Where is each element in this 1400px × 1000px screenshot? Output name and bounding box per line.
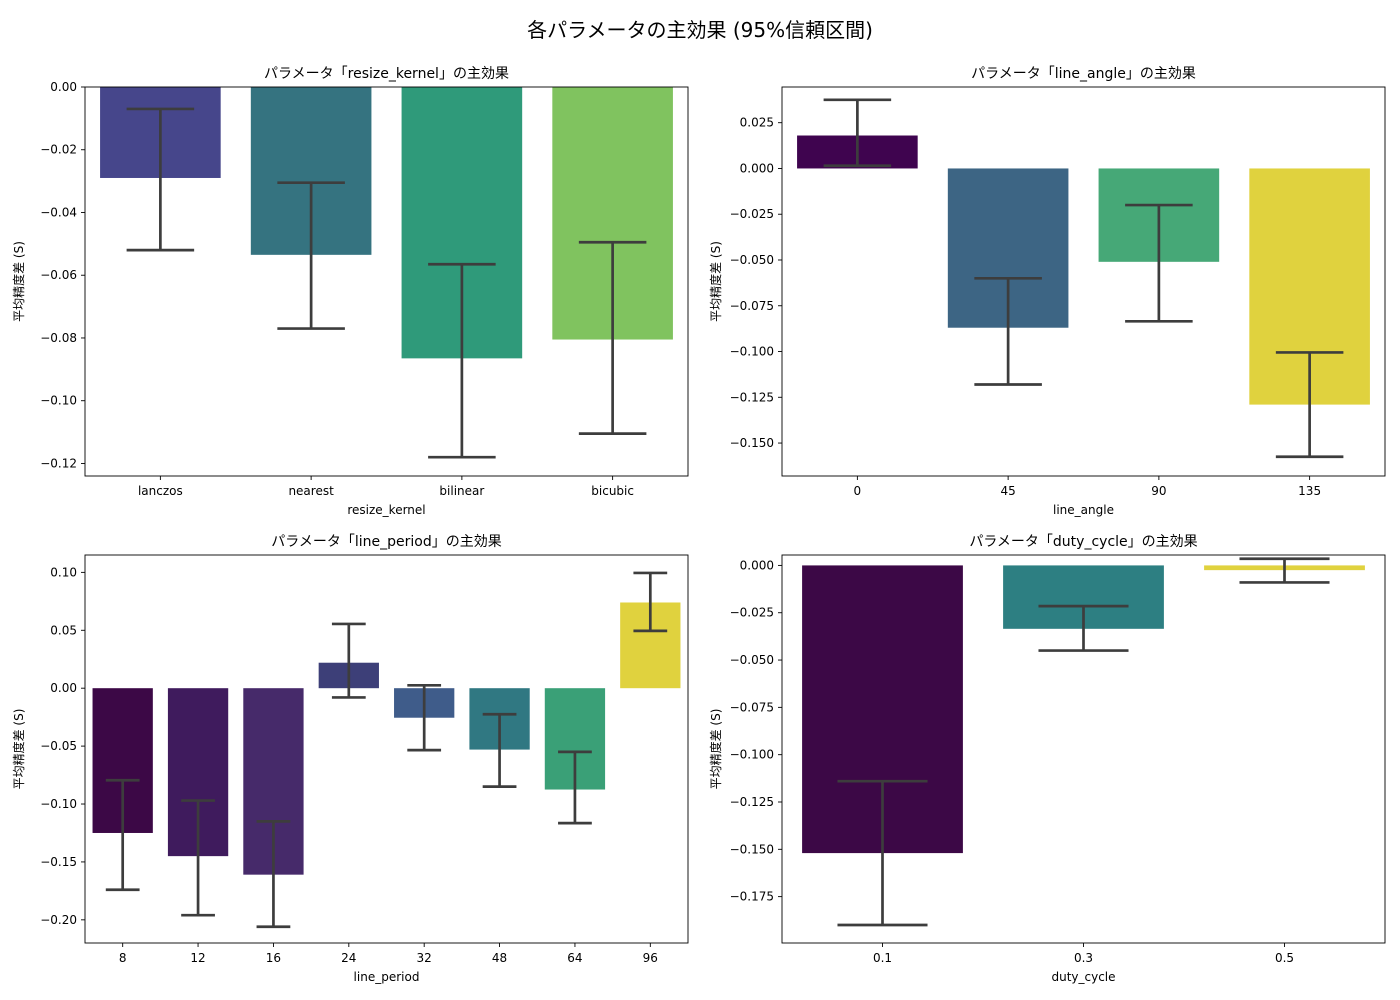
subplot-title: パラメータ「duty_cycle」の主効果 (969, 534, 1197, 550)
error-bar-24 (331, 622, 366, 699)
y-tick-label: −0.175 (730, 890, 774, 904)
x-axis-label: line_angle (1053, 503, 1114, 517)
x-tick-label: bicubic (591, 484, 634, 498)
error-bar-nearest (277, 181, 345, 330)
x-tick-label: 0.3 (1074, 951, 1093, 965)
x-tick-label: 0 (854, 484, 862, 498)
y-tick-label: −0.125 (730, 390, 774, 404)
y-tick-label: 0.00 (50, 80, 77, 94)
y-tick-label: −0.075 (730, 700, 774, 714)
y-tick-label: −0.04 (40, 205, 77, 219)
error-bar-bicubic (578, 240, 647, 435)
error-bar-96 (633, 571, 668, 633)
subplot-1: 0.00 −0.02 −0.04 −0.06 −0.08 −0.10 −0.12 lanczo… (11, 66, 689, 517)
y-axis-label: 平均精度差 (S) (11, 241, 26, 322)
y-tick-label: 0.10 (50, 565, 77, 579)
y-axis-label: 平均精度差 (S) (708, 241, 723, 322)
subplot-4: 0.000 −0.025 −0.050 −0.075 −0.100 −0.125 −0.15… (708, 534, 1386, 984)
x-tick-label: 48 (492, 951, 507, 965)
x-tick-label: 0.1 (873, 951, 892, 965)
error-bar-bilinear (428, 262, 496, 459)
y-tick-label: −0.12 (40, 456, 77, 470)
error-bar-lanczos (126, 107, 195, 252)
y-tick-label: 0.00 (50, 681, 77, 695)
x-tick-label: 135 (1298, 484, 1321, 498)
y-axis-label: 平均精度差 (S) (708, 709, 723, 790)
y-tick-label: −0.100 (730, 748, 774, 762)
axes-frame (84, 86, 689, 477)
x-tick-label: bilinear (439, 484, 484, 498)
axes-frame (781, 86, 1386, 477)
y-tick-label: −0.10 (40, 394, 77, 408)
y-tick-label: −0.150 (730, 436, 774, 450)
error-bar-16 (256, 820, 291, 929)
x-tick-label: 90 (1151, 484, 1166, 498)
y-tick-label: −0.06 (40, 268, 77, 282)
subplot-3: 0.10 0.05 0.00 −0.05 −0.10 −0.15 −0.20 8 12 16 24 3… (11, 534, 689, 984)
error-bar-0.3 (1038, 604, 1129, 652)
y-tick-label: −0.05 (40, 739, 77, 753)
y-tick-label: −0.025 (730, 606, 774, 620)
y-tick-label: −0.150 (730, 842, 774, 856)
error-bar-0 (823, 98, 892, 168)
error-bar-8 (105, 778, 140, 892)
y-tick-label: 0.000 (740, 558, 774, 572)
x-tick-label: 45 (1000, 484, 1015, 498)
y-tick-label: 0.000 (740, 161, 774, 175)
x-tick-label: 12 (190, 951, 205, 965)
figure-suptitle: 各パラメータの主効果 (95%信頼区間) (527, 18, 873, 42)
y-tick-label: −0.025 (730, 207, 774, 221)
subplot-title: パラメータ「line_period」の主効果 (271, 534, 501, 550)
x-tick-label: 96 (643, 951, 658, 965)
axes-frame (84, 554, 689, 944)
error-bar-48 (482, 712, 517, 788)
y-tick-label: 0.05 (50, 623, 77, 637)
subplot-title: パラメータ「resize_kernel」の主効果 (264, 66, 509, 82)
error-bar-12 (181, 799, 215, 917)
subplot-2: 0.025 0.000 −0.025 −0.050 −0.075 −0.100 −0.125… (708, 66, 1386, 517)
x-tick-label: 64 (567, 951, 582, 965)
x-tick-label: 24 (341, 951, 356, 965)
x-axis-label: resize_kernel (347, 503, 425, 517)
y-tick-label: −0.050 (730, 253, 774, 267)
y-tick-label: −0.050 (730, 653, 774, 667)
y-tick-label: −0.08 (40, 331, 77, 345)
x-tick-label: lanczos (138, 484, 183, 498)
y-axis-label: 平均精度差 (S) (11, 709, 26, 790)
y-tick-label: −0.02 (40, 143, 77, 157)
x-axis-label: duty_cycle (1051, 970, 1115, 984)
subplot-title: パラメータ「line_angle」の主効果 (971, 66, 1196, 82)
x-tick-label: 16 (266, 951, 281, 965)
y-tick-label: −0.100 (730, 345, 774, 359)
x-tick-label: 32 (417, 951, 432, 965)
error-bar-32 (407, 683, 442, 752)
y-tick-label: −0.15 (40, 855, 77, 869)
error-bar-0.5 (1239, 557, 1330, 584)
y-tick-label: −0.20 (40, 913, 77, 927)
error-bar-90 (1125, 203, 1193, 323)
y-tick-label: −0.125 (730, 795, 774, 809)
y-tick-label: 0.025 (740, 116, 774, 130)
y-tick-label: −0.075 (730, 299, 774, 313)
error-bar-0.1 (837, 779, 928, 927)
x-tick-label: nearest (288, 484, 334, 498)
x-axis-label: line_period (354, 970, 420, 984)
error-bar-64 (558, 750, 592, 825)
x-tick-label: 0.5 (1275, 951, 1294, 965)
error-bar-45 (974, 276, 1042, 386)
error-bar-135 (1275, 351, 1344, 459)
y-tick-label: −0.10 (40, 797, 77, 811)
x-tick-label: 8 (119, 951, 127, 965)
